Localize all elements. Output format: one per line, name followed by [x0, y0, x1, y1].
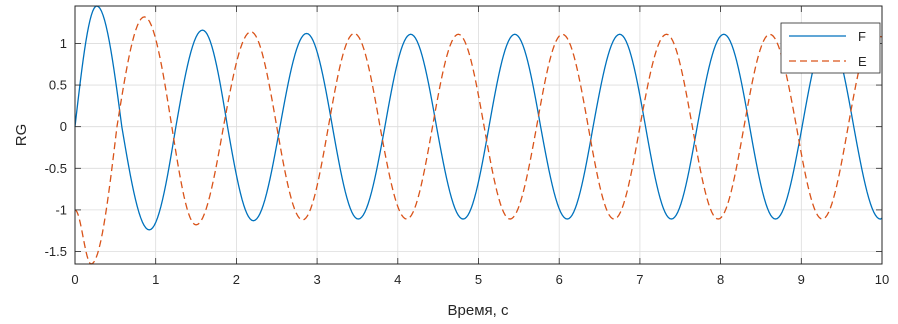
x-tick-label: 9: [798, 272, 805, 287]
x-tick-label: 3: [313, 272, 320, 287]
x-tick-label: 7: [636, 272, 643, 287]
x-tick-label: 1: [152, 272, 159, 287]
x-tick-label: 4: [394, 272, 401, 287]
x-tick-label: 0: [71, 272, 78, 287]
x-tick-label: 10: [875, 272, 889, 287]
ticks: 0 1 2 3 4 5 6 7 8 9 10 -1.5 -1 -0.5 0 0.5 1: [45, 6, 889, 287]
x-axis-label: Время, с: [448, 302, 509, 319]
y-tick-label: 0.5: [49, 78, 67, 93]
y-axis-label: RG: [13, 124, 30, 147]
x-tick-label: 6: [556, 272, 563, 287]
y-tick-label: 1: [60, 36, 67, 51]
y-tick-label: -0.5: [45, 161, 67, 176]
x-tick-label: 5: [475, 272, 482, 287]
legend-label-f: F: [858, 29, 866, 44]
legend: F E: [780, 22, 881, 74]
legend-box: [780, 22, 881, 74]
x-tick-label: 2: [233, 272, 240, 287]
y-tick-label: -1.5: [45, 244, 67, 259]
y-tick-label: -1: [55, 202, 67, 217]
series-layer: [74, 5, 883, 265]
x-tick-label: 8: [717, 272, 724, 287]
y-tick-label: 0: [60, 119, 67, 134]
series-line-f: [74, 5, 883, 231]
legend-label-e: E: [858, 54, 867, 69]
series-line-e: [74, 16, 883, 265]
